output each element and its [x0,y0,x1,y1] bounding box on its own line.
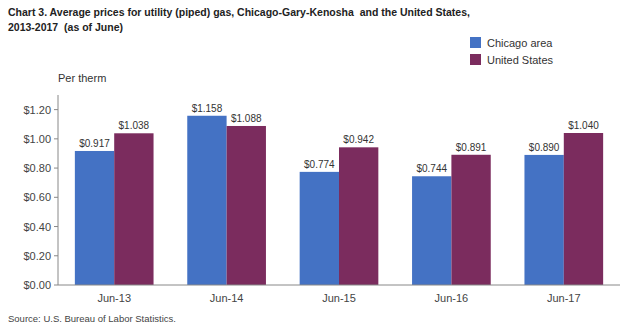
y-tick-label: $1.00 [23,133,51,145]
bar [300,172,339,285]
y-tick-label: $0.00 [23,279,51,291]
data-label: $0.917 [79,138,110,149]
legend-swatch [470,37,481,48]
y-tick [54,138,58,139]
x-tick-label: Jun-15 [322,292,356,304]
y-axis-line [58,95,59,285]
data-label: $1.038 [119,120,150,131]
bar [451,155,490,285]
subtitle: 2013-2017 (as of June) [8,21,123,33]
y-tick-label: $1.20 [23,104,51,116]
y-tick [54,197,58,198]
y-tick-label: $0.80 [23,162,51,174]
y-tick-label: $0.40 [23,221,51,233]
data-labels: $0.917 $1.038 $1.158 $1.088 $0.774 $0.942 $0.7… [79,103,599,175]
y-tick [54,109,58,110]
source-note: Source: U.S. Bureau of Labor Statistics. [8,313,176,324]
bar [524,155,563,285]
chart: Chart 3. Average prices for utility (pip… [0,0,639,330]
bar [75,151,114,285]
x-axis-line [58,285,620,286]
data-label: $0.744 [416,163,447,174]
data-label: $0.942 [343,134,374,145]
data-label: $1.040 [568,120,599,131]
legend-swatch [470,54,481,65]
y-tick-label: $0.20 [23,250,51,262]
title: Chart 3. Average prices for utility (pip… [8,6,470,18]
y-tick [54,285,58,286]
data-label: $1.158 [192,103,223,114]
y-axis-label: Per therm [58,72,106,84]
x-tick-label: Jun-14 [210,292,244,304]
bar [339,147,378,285]
data-label: $0.774 [304,159,335,170]
x-tick-label: Jun-17 [547,292,581,304]
bar [412,176,451,285]
x-tick-label: Jun-16 [435,292,469,304]
bar [187,116,226,285]
y-tick [54,226,58,227]
bar [114,133,153,285]
y-tick [54,168,58,169]
legend-entry: United States [487,54,554,66]
x-tick-label: Jun-13 [97,292,131,304]
bars [75,116,603,285]
y-tick-label: $0.60 [23,191,51,203]
y-tick [54,255,58,256]
data-label: $0.890 [529,142,560,153]
data-label: $1.088 [231,113,262,124]
data-label: $0.891 [456,142,487,153]
bar [227,126,266,285]
legend-entry: Chicago area [487,37,553,49]
bar [564,133,603,285]
legend: Chicago area United States [470,37,554,66]
